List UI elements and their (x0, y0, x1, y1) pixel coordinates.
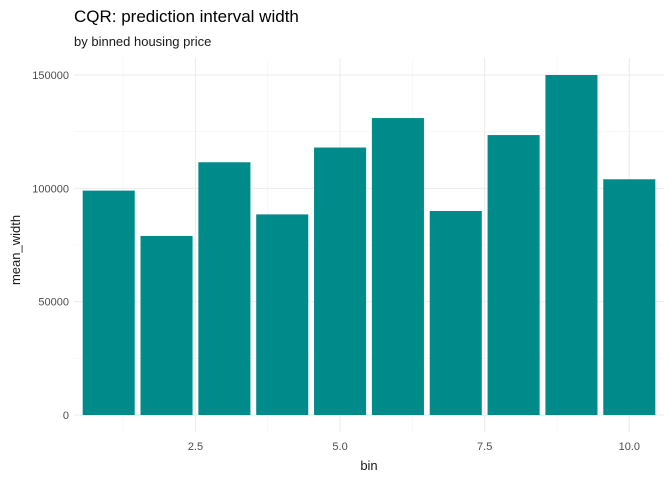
bar-4 (256, 214, 309, 415)
bar-5 (314, 147, 367, 416)
x-tick-label: 10.0 (619, 441, 640, 453)
y-tick-label: 0 (63, 410, 69, 422)
y-axis-ticks: 0 50000 100000 150000 (32, 70, 69, 422)
bar-7 (429, 211, 482, 415)
bar-10 (603, 179, 656, 415)
x-tick-label: 7.5 (477, 441, 492, 453)
x-axis-ticks: 2.5 5.0 7.5 10.0 (188, 441, 640, 453)
bar-9 (545, 75, 598, 415)
x-axis-label: bin (360, 458, 377, 473)
bar-3 (198, 162, 251, 415)
bar-2 (140, 235, 193, 415)
bar-8 (487, 135, 540, 416)
x-tick-label: 2.5 (188, 441, 203, 453)
y-tick-label: 100000 (32, 183, 69, 195)
bar-6 (371, 118, 424, 416)
x-tick-label: 5.0 (332, 441, 347, 453)
bar-1 (82, 190, 135, 415)
y-tick-label: 150000 (32, 70, 69, 82)
y-tick-label: 50000 (38, 297, 69, 309)
chart-title: CQR: prediction interval width (74, 7, 299, 26)
chart-subtitle: by binned housing price (74, 34, 211, 49)
y-axis-label: mean_width (8, 215, 23, 285)
bars (82, 75, 656, 416)
